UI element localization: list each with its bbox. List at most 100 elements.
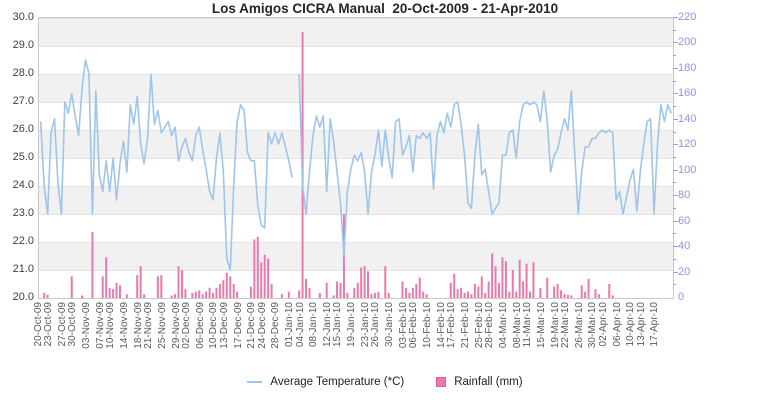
x-axis-tick-label: 06-Feb-10 (408, 302, 420, 349)
right-axis-major-tick (673, 118, 678, 120)
background-band (39, 74, 673, 102)
x-axis-tick-label: 23-Oct-09 (43, 302, 55, 347)
rainfall-bar (267, 258, 270, 298)
rainfall-bar (108, 287, 111, 298)
right-axis-major-tick (673, 93, 678, 95)
legend-temperature-line-swatch (247, 381, 263, 383)
rainfall-bar (491, 253, 494, 298)
rainfall-bar (212, 292, 215, 298)
rainfall-bar (184, 289, 187, 298)
right-axis-tick-label: 20 (678, 265, 691, 278)
rainfall-bar (101, 276, 104, 298)
left-axis-tick-label: 30.0 (12, 11, 34, 23)
rainfall-bar (566, 294, 569, 298)
rainfall-bar (143, 294, 146, 298)
right-axis-minor-tick (673, 106, 676, 108)
right-axis-tick-label: 80 (678, 189, 691, 202)
rainfall-bar (587, 278, 590, 298)
left-axis-tick-label: 27.0 (12, 95, 34, 107)
rainfall-bar (270, 284, 273, 298)
rainfall-bar (260, 262, 263, 298)
rainfall-bar (218, 284, 221, 298)
rainfall-bar (539, 287, 542, 298)
legend-rainfall-swatch (436, 377, 447, 387)
rainfall-bar (198, 290, 201, 298)
rainfall-bar (232, 284, 235, 298)
rainfall-bar (70, 276, 73, 298)
rainfall-bar (404, 287, 407, 298)
rainfall-bar (470, 294, 473, 298)
rainfall-bar (229, 276, 232, 298)
background-band (39, 18, 673, 46)
x-axis-tick-label: 06-Apr-10 (611, 302, 623, 347)
rainfall-bar (332, 295, 335, 298)
right-axis-major-tick (673, 144, 678, 146)
rainfall-bar (556, 284, 559, 298)
rainfall-bar (308, 287, 311, 298)
rainfall-bar (160, 275, 163, 298)
right-axis-tick-label: 0 (678, 291, 685, 303)
rainfall-bar (553, 286, 556, 298)
temperature-line (39, 59, 294, 271)
right-axis-tick-label: 140 (678, 112, 697, 125)
rainfall-bar (508, 291, 511, 298)
left-axis-tick-label: 28.0 (12, 67, 34, 79)
rainfall-bar (180, 270, 183, 298)
rainfall-bar (125, 294, 128, 298)
right-axis-major-tick (673, 67, 678, 69)
rainfall-bar (305, 278, 308, 298)
rainfall-bar (205, 291, 208, 298)
rainfall-bar (532, 262, 535, 298)
rainfall-bar (377, 291, 380, 298)
rainfall-bar (522, 281, 525, 298)
rainfall-bar (453, 273, 456, 298)
rainfall-bar (177, 266, 180, 298)
rainfall-bar (597, 294, 600, 298)
rainfall-bar (515, 291, 518, 298)
rainfall-bar (249, 286, 252, 298)
right-axis-tick-label: 180 (678, 61, 697, 74)
rainfall-bar (501, 257, 504, 298)
rainfall-bar (584, 291, 587, 298)
right-axis-major-tick (673, 195, 678, 197)
rainfall-bar (191, 292, 194, 298)
x-axis-tick-label: 11-Mar-10 (522, 302, 533, 348)
x-axis-tick-label: 13-Dec-09 (218, 302, 230, 349)
rainfall-bar (225, 272, 228, 298)
rainfall-bar (325, 282, 328, 298)
x-axis-tick-label: 10-Nov-09 (105, 302, 117, 349)
rainfall-bar (518, 259, 521, 298)
x-axis-tick-label: 22-Mar-10 (559, 302, 571, 349)
rainfall-bar (494, 266, 497, 298)
rainfall-bar (580, 285, 583, 298)
rainfall-bar (256, 236, 259, 298)
rainfall-bar (418, 277, 421, 298)
rainfall-bar (339, 282, 342, 298)
x-axis-tick-label: 17-Dec-09 (232, 302, 244, 349)
rainfall-bar (463, 292, 466, 298)
left-axis-tick-label: 21.0 (12, 263, 34, 275)
rainfall-bar (136, 275, 139, 298)
rainfall-bar (411, 287, 414, 298)
rainfall-bar (215, 287, 218, 298)
right-axis-major-tick (673, 246, 678, 248)
right-axis-minor-tick (673, 131, 676, 133)
x-axis-tick-label: 06-Dec-09 (194, 302, 206, 349)
x-axis-tick-label: 19-Jan-10 (346, 302, 358, 348)
x-axis-tick-label: 26-Mar-10 (573, 302, 585, 349)
legend-temperature-label: Average Temperature (*C) (270, 376, 405, 388)
right-axis-tick-label: 40 (678, 240, 691, 253)
rainfall-bar (156, 276, 159, 298)
x-axis-tick-label: 28-Feb-10 (484, 302, 496, 349)
right-axis-minor-tick (673, 207, 676, 209)
x-axis-tick-label: 25-Nov-09 (156, 302, 168, 349)
x-axis-tick-label: 13-Apr-10 (635, 302, 647, 347)
plot-area (38, 17, 674, 299)
rainfall-bar (43, 292, 46, 298)
rainfall-bar (373, 292, 376, 298)
right-axis-major-tick (673, 271, 678, 273)
rainfall-bar (336, 281, 339, 298)
rainfall-bar (529, 291, 532, 298)
rainfall-bar (194, 291, 197, 298)
